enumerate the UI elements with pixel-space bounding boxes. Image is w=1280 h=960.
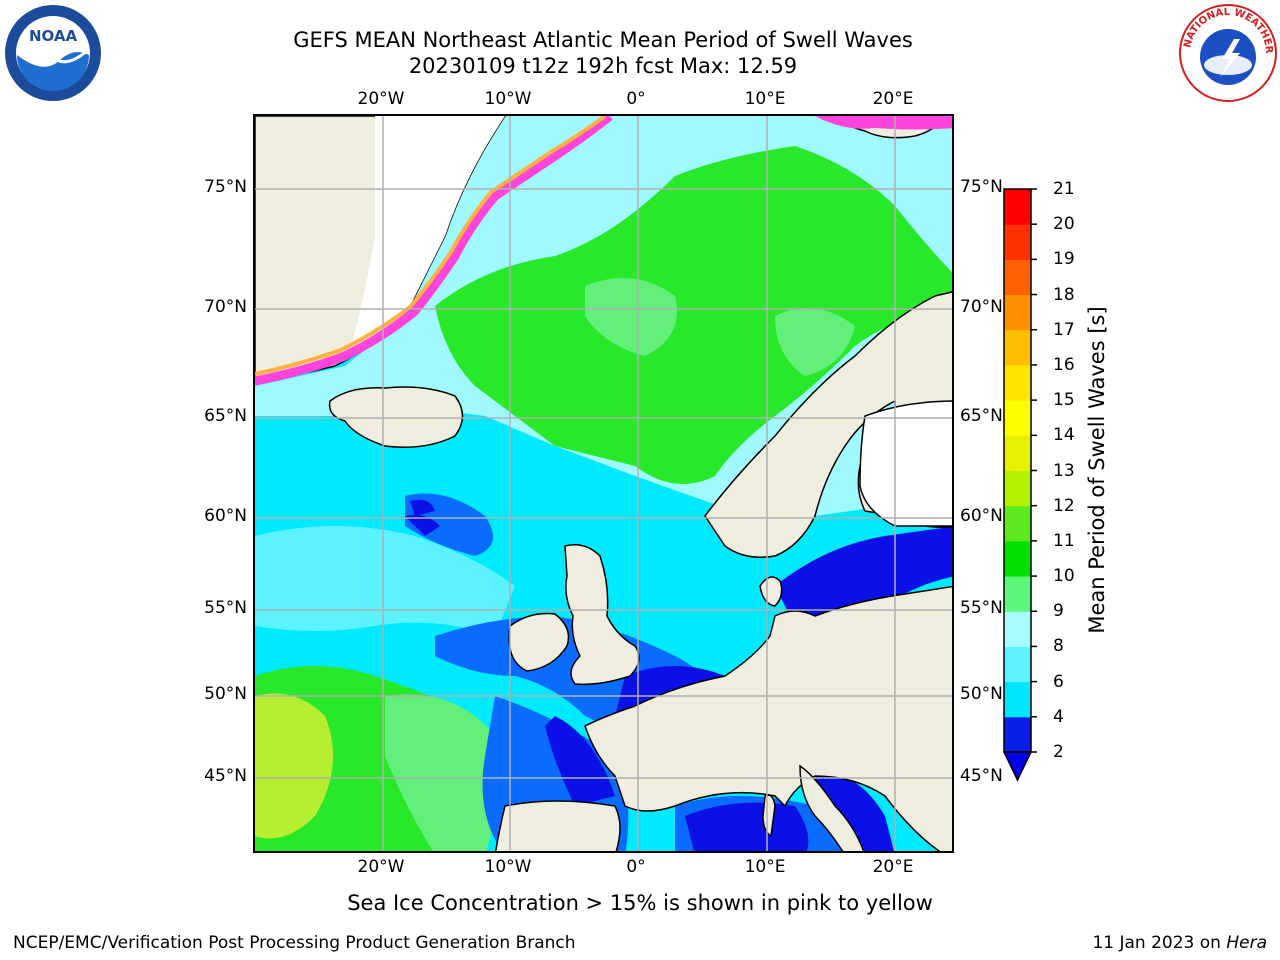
noaa-logo: NOAA xyxy=(3,3,103,107)
colorbar-tick-label: 19 xyxy=(1053,249,1075,270)
sea-ice-edge xyxy=(255,116,607,376)
light-green-patches xyxy=(585,278,677,356)
sea-ice-edge xyxy=(815,116,952,130)
colorbar-tick-label: 15 xyxy=(1053,390,1075,411)
denmark xyxy=(759,576,783,607)
lat-tick-right: 65°N xyxy=(960,406,1003,426)
bothnia-white-mask xyxy=(859,400,952,527)
lat-tick-right: 55°N xyxy=(960,598,1003,618)
producer-credit: NCEP/EMC/Verification Post Processing Pr… xyxy=(13,933,576,953)
colorbar-title: Mean Period of Swell Waves [s] xyxy=(1085,306,1109,634)
lat-tick-left: 50°N xyxy=(204,684,247,704)
colorbar-box xyxy=(1004,364,1031,401)
corsica-sardinia xyxy=(762,794,776,838)
lat-tick-right: 60°N xyxy=(960,506,1003,526)
dark-blue-region xyxy=(405,514,440,536)
lon-tick-bottom: 10°E xyxy=(744,857,786,877)
lon-tick-top: 10°E xyxy=(744,89,786,109)
light-green-patches xyxy=(385,694,499,851)
colorbar-tick-label: 20 xyxy=(1053,214,1075,235)
iberia xyxy=(494,800,621,851)
light-green-patches xyxy=(775,308,855,376)
great-britain xyxy=(564,544,640,686)
continental-europe xyxy=(584,585,952,851)
colorbar xyxy=(1002,188,1037,782)
colorbar-box xyxy=(1004,259,1031,296)
colorbar-tick-label: 14 xyxy=(1053,425,1075,446)
lat-tick-left: 45°N xyxy=(204,766,247,786)
host-name: Hera xyxy=(1226,933,1267,953)
colorbar-tick-label: 18 xyxy=(1053,284,1075,305)
colorbar-tick-label: 8 xyxy=(1053,636,1064,657)
colorbar-box xyxy=(1004,505,1031,542)
greenland-white-mask xyxy=(350,116,505,351)
lat-tick-right: 70°N xyxy=(960,297,1003,317)
lat-tick-right: 45°N xyxy=(960,766,1003,786)
map-title: GEFS MEAN Northeast Atlantic Mean Period… xyxy=(293,28,913,52)
colorbar-tick-label: 11 xyxy=(1053,530,1075,551)
graticule xyxy=(255,116,952,851)
italy xyxy=(799,764,865,851)
colorbar-tick-label: 9 xyxy=(1053,601,1064,622)
dark-blue-region xyxy=(775,526,952,630)
colorbar-box xyxy=(1004,189,1031,225)
colorbar-tick-label: 2 xyxy=(1053,742,1064,762)
dark-blue-region xyxy=(685,802,809,851)
sea-ice-note: Sea Ice Concentration > 15% is shown in … xyxy=(347,891,933,915)
lat-tick-left: 70°N xyxy=(204,297,247,317)
colorbar-box xyxy=(1004,224,1031,260)
colorbar-box xyxy=(1004,646,1031,683)
lon-tick-top: 20°W xyxy=(357,89,405,109)
iceland xyxy=(328,386,464,448)
run-date-credit: 11 Jan 2023 on Hera xyxy=(1092,933,1267,953)
colorbar-tick-label: 4 xyxy=(1053,706,1064,727)
colorbar-box xyxy=(1004,329,1031,366)
map-subtitle: 20230109 t12z 192h fcst Max: 12.59 xyxy=(408,54,798,78)
colorbar-box xyxy=(1004,576,1031,612)
nws-logo: NATIONAL WEATHER SERVICE xyxy=(1174,0,1278,107)
colorbar-box xyxy=(1004,681,1031,718)
colorbar-box xyxy=(1004,294,1031,331)
lat-tick-right: 50°N xyxy=(960,684,1003,704)
swell-period-map xyxy=(253,114,954,853)
colorbar-tick-label: 12 xyxy=(1053,495,1075,516)
lat-tick-left: 65°N xyxy=(204,406,247,426)
lat-tick-left: 55°N xyxy=(204,598,247,618)
lon-tick-bottom: 20°E xyxy=(872,857,914,877)
svg-text:NOAA: NOAA xyxy=(29,27,78,45)
yellow-green-patch xyxy=(255,693,333,839)
colorbar-tick-label: 6 xyxy=(1053,671,1064,692)
lon-tick-top: 20°E xyxy=(872,89,914,109)
colorbar-under-arrow xyxy=(1002,751,1033,782)
lon-tick-top: 10°W xyxy=(484,89,532,109)
light-blue-region xyxy=(255,526,515,636)
colorbar-box xyxy=(1004,540,1031,577)
lon-tick-bottom: 10°W xyxy=(484,857,532,877)
colorbar-tick-label: 10 xyxy=(1053,566,1075,587)
lat-tick-left: 75°N xyxy=(204,177,247,197)
colorbar-box xyxy=(1004,470,1031,507)
lon-tick-top: 0° xyxy=(626,89,646,109)
colorbar-tick-label: 13 xyxy=(1053,460,1075,481)
sea-ice-edge xyxy=(255,116,613,386)
colorbar-box xyxy=(1004,611,1031,647)
lon-tick-bottom: 20°W xyxy=(357,857,405,877)
lon-tick-bottom: 0° xyxy=(626,857,646,877)
run-date: 11 Jan 2023 on xyxy=(1092,933,1221,953)
lat-tick-right: 75°N xyxy=(960,177,1003,197)
colorbar-box xyxy=(1004,400,1031,436)
green-region-north xyxy=(435,146,952,484)
colorbar-box xyxy=(1004,716,1031,753)
lat-tick-left: 60°N xyxy=(204,506,247,526)
colorbar-tick-label: 16 xyxy=(1053,354,1075,375)
colorbar-tick-label: 17 xyxy=(1053,319,1075,340)
colorbar-tick-label: 21 xyxy=(1053,179,1075,199)
dark-blue-region xyxy=(545,716,615,806)
dark-blue-region xyxy=(410,499,435,516)
ireland xyxy=(508,612,570,672)
colorbar-box xyxy=(1004,435,1031,471)
